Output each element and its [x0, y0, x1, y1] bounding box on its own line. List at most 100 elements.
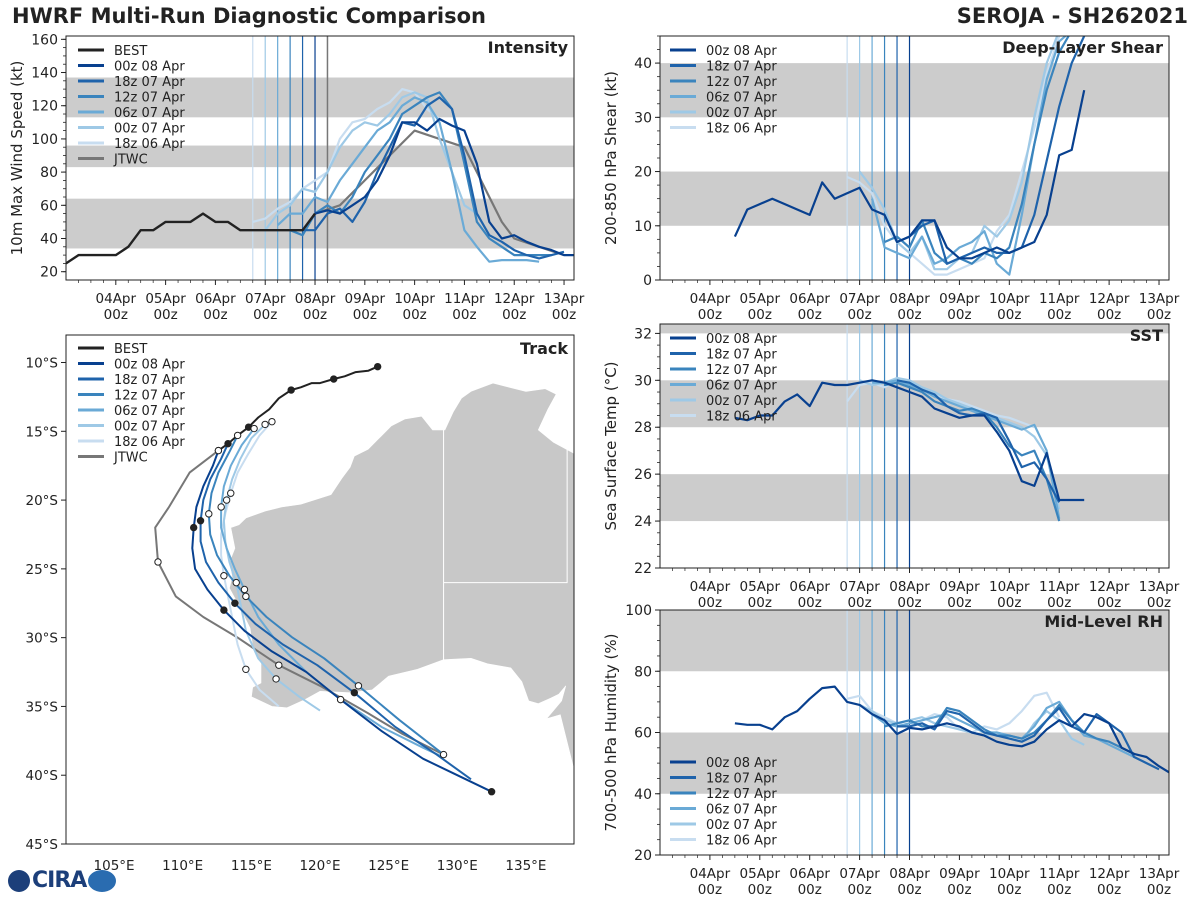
y-tick-label: 20: [634, 848, 652, 864]
series-line-r12z07: [289, 91, 552, 257]
x-tick-hour: 00z: [203, 307, 227, 323]
track-marker-jtwc: [439, 750, 448, 759]
series-line-r18z06: [252, 87, 441, 223]
x-tick-hour: 00z: [1047, 307, 1071, 323]
panel-title: Deep-Layer Shear: [1002, 38, 1163, 57]
legend-label: 00z 07 Apr: [114, 420, 185, 435]
plot-area: [660, 324, 1169, 568]
x-tick-hour: 00z: [798, 882, 822, 898]
legend-label: JTWC: [113, 451, 148, 466]
series-line-jtwc: [314, 129, 565, 257]
x-tick-hour: 00z: [253, 307, 277, 323]
x-tick-hour: 00z: [1047, 882, 1071, 898]
x-tick-date: 11Apr: [1039, 579, 1080, 595]
series-line-r18z07: [302, 96, 565, 260]
track-marker-r06z07: [250, 424, 258, 433]
x-tick-date: 12Apr: [1089, 579, 1130, 595]
gray-band: [66, 77, 574, 118]
x-tick-hour: 00z: [402, 307, 426, 323]
y-axis-label: Sea Surface Temp (°C): [602, 361, 620, 530]
lat-tick-label: 15°S: [26, 424, 59, 440]
y-tick-label: 20: [634, 165, 652, 181]
y-tick-label: 60: [634, 726, 652, 742]
track-line-jtwc: [154, 449, 445, 756]
legend-label: 18z 07 Apr: [114, 75, 185, 90]
x-tick-date: 13Apr: [544, 291, 585, 307]
y-tick-label: 60: [40, 198, 58, 214]
gray-band: [660, 324, 1169, 334]
y-axis-label: 200-850 hPa Shear (kt): [602, 71, 620, 245]
lon-tick-label: 115°E: [231, 858, 272, 874]
track-marker-r12z07: [233, 431, 242, 440]
track-marker-r00z08: [189, 523, 198, 532]
legend-label: BEST: [114, 44, 147, 59]
gray-band: [660, 474, 1169, 522]
x-tick-hour: 00z: [1097, 307, 1121, 323]
track-marker-r18z07: [224, 439, 232, 448]
lat-tick-label: 40°S: [26, 768, 59, 784]
track-marker-jtwc: [214, 446, 223, 455]
lat-tick-label: 20°S: [26, 493, 59, 509]
y-tick-label: 24: [634, 514, 652, 530]
x-tick-hour: 00z: [748, 307, 772, 323]
page-title: HWRF Multi-Run Diagnostic Comparison: [12, 4, 487, 28]
legend-label: 18z 06 Apr: [706, 122, 777, 137]
lat-tick-label: 10°S: [26, 356, 59, 372]
series-line-r00z08: [734, 379, 1085, 502]
track-marker-r00z08: [220, 606, 228, 614]
y-tick-label: 140: [31, 66, 58, 82]
x-tick-date: 08Apr: [889, 866, 930, 882]
x-tick-date: 13Apr: [1139, 866, 1180, 882]
x-tick-date: 12Apr: [1089, 866, 1130, 882]
lat-tick-label: 30°S: [26, 631, 59, 647]
track-marker-best: [373, 362, 382, 371]
x-tick-date: 06Apr: [789, 866, 830, 882]
track-marker-best: [330, 375, 338, 383]
legend-label: 06z 07 Apr: [114, 106, 185, 121]
x-tick-hour: 00z: [798, 595, 822, 611]
panel-title: Track: [520, 339, 568, 358]
legend-label: 00z 07 Apr: [114, 122, 185, 137]
x-tick-hour: 00z: [1147, 595, 1171, 611]
x-tick-date: 09Apr: [345, 291, 386, 307]
x-tick-date: 06Apr: [789, 291, 830, 307]
x-tick-hour: 00z: [104, 307, 128, 323]
legend-label: 18z 07 Apr: [706, 348, 777, 363]
x-tick-date: 11Apr: [1039, 291, 1080, 307]
x-tick-hour: 00z: [798, 307, 822, 323]
plot-frame: [659, 323, 1170, 569]
x-tick-hour: 00z: [748, 595, 772, 611]
track-marker-r00z07: [232, 578, 240, 587]
y-tick-label: 28: [634, 420, 652, 436]
x-tick-date: 04Apr: [690, 291, 731, 307]
track-marker-r00z07: [272, 675, 280, 683]
y-tick-label: 80: [634, 664, 652, 680]
y-tick-label: 100: [31, 132, 58, 148]
x-tick-date: 09Apr: [939, 291, 980, 307]
x-tick-date: 06Apr: [789, 579, 830, 595]
x-tick-hour: 00z: [1047, 595, 1071, 611]
y-tick-label: 20: [40, 265, 58, 281]
y-tick-label: 80: [40, 165, 58, 181]
track-line-r00z07: [222, 423, 321, 712]
cira-logo-wave: [88, 869, 117, 892]
y-tick-label: 30: [634, 110, 652, 126]
x-tick-hour: 00z: [947, 595, 971, 611]
panel-mid-level-rh: 2040608010004Apr00z05Apr00z06Apr00z07Apr…: [602, 603, 1180, 898]
track-marker-r00z07: [222, 496, 231, 504]
track-line-r18z07: [199, 443, 472, 781]
series-line-r18z07: [897, 706, 1160, 771]
panel-sst: 22242628303204Apr00z05Apr00z06Apr00z07Ap…: [602, 323, 1180, 611]
gray-band: [660, 732, 1169, 794]
y-axis-label: 10m Max Wind Speed (kt): [8, 61, 26, 256]
map-frame: [65, 334, 575, 845]
y-tick-label: 160: [31, 32, 58, 48]
track-marker-r06z07: [217, 503, 225, 511]
y-tick-label: 0: [643, 273, 652, 289]
lat-tick-label: 45°S: [26, 837, 59, 853]
x-tick-hour: 00z: [353, 307, 377, 323]
x-tick-hour: 00z: [698, 307, 722, 323]
